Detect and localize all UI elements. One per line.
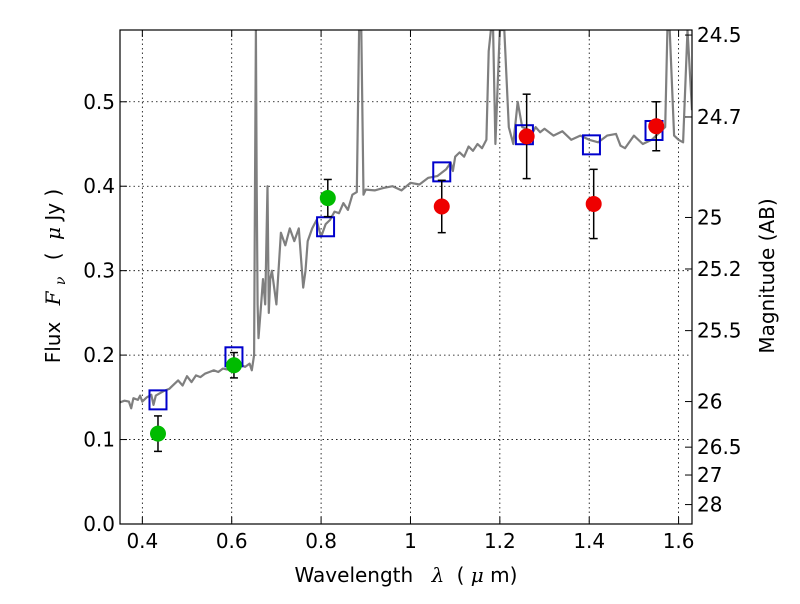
x-tick-label: 1.6 [663, 529, 695, 553]
y-tick-label: 0.3 [83, 259, 115, 283]
axis-ticks: 0.4 0.6 0.8 1 1.2 1.4 1.6 0.0 0.1 0.2 0.3 0.4 0.5 24.… [83, 23, 741, 553]
observed-point [225, 357, 242, 374]
y2-tick-label: 25.2 [697, 257, 742, 281]
observed-point [433, 198, 450, 215]
y2-tick-label: 24.5 [697, 23, 742, 47]
observed-point [518, 128, 535, 145]
y-axis-unit-rest: Jy ) [41, 189, 65, 223]
model-photometry-point [581, 134, 601, 156]
y-tick-label: 0.0 [83, 512, 115, 536]
observed-point [648, 118, 665, 135]
y2-tick-label: 25 [697, 205, 722, 229]
y2-axis-label: Magnitude (AB) [755, 198, 779, 353]
y-tick-label: 0.4 [83, 174, 115, 198]
x-tick-label: 0.8 [305, 529, 337, 553]
grid [120, 30, 692, 525]
x-tick-label: 1.4 [573, 529, 605, 553]
observed-point [149, 425, 166, 442]
y-axis-label: Flux F ν ( μ Jy ) [41, 189, 70, 364]
model-photometry-point [148, 389, 168, 411]
y-axis-unit-open: ( [41, 252, 65, 260]
observed-point [319, 190, 336, 207]
spectrum-line [120, 30, 692, 410]
y-axis-label-text: Flux [41, 322, 65, 364]
y2-tick-label: 26.5 [697, 435, 742, 459]
y-tick-label: 0.2 [83, 343, 115, 367]
y-axis-label-subscript: ν [53, 276, 69, 285]
observed-point [585, 195, 602, 212]
x-axis-unit-open: ( [457, 563, 465, 587]
x-axis-label: Wavelength λ ( μ m) [295, 563, 518, 587]
plot-frame [119, 29, 693, 525]
x-axis-unit-mu: μ [471, 563, 484, 587]
y2-tick-label: 26 [697, 390, 722, 414]
y2-tick-label: 28 [697, 493, 722, 517]
x-tick-label: 1.2 [484, 529, 516, 553]
x-axis-label-symbol: λ [431, 563, 445, 587]
x-tick-label: 0.4 [126, 529, 158, 553]
y2-tick-label: 27 [697, 463, 722, 487]
x-axis-label-text: Wavelength [295, 563, 414, 587]
plot-area [120, 30, 692, 453]
y2-tick-label: 24.7 [697, 105, 742, 129]
x-tick-label: 1 [404, 529, 417, 553]
x-axis-unit-rest: m) [490, 563, 517, 587]
y2-tick-label: 25.5 [697, 319, 742, 343]
x-tick-label: 0.6 [216, 529, 248, 553]
y-axis-label-symbol: F [41, 290, 65, 306]
y-tick-label: 0.1 [83, 428, 115, 452]
y-tick-label: 0.5 [83, 90, 115, 114]
y-axis-unit-mu: μ [41, 227, 65, 240]
